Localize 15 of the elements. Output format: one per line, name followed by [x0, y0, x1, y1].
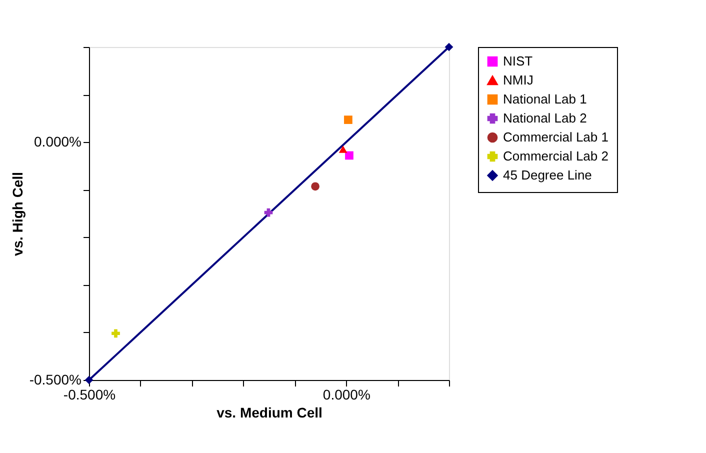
legend-label: Commercial Lab 1 [503, 130, 608, 144]
legend-label: NIST [503, 54, 533, 68]
legend-label: NMIJ [503, 72, 534, 88]
legend-label: Commercial Lab 2 [503, 148, 608, 164]
point [112, 329, 120, 338]
point [344, 116, 352, 124]
y-axis-title: vs. High Cell [9, 172, 26, 256]
point [311, 182, 320, 191]
x-axis-title: vs. Medium Cell [216, 404, 322, 420]
legend-label: 45 Degree Line [503, 168, 592, 182]
legend-label: National Lab 2 [503, 110, 587, 126]
point [338, 146, 348, 153]
point [444, 42, 454, 52]
point [345, 151, 354, 160]
legend-label: National Lab 1 [503, 92, 587, 106]
